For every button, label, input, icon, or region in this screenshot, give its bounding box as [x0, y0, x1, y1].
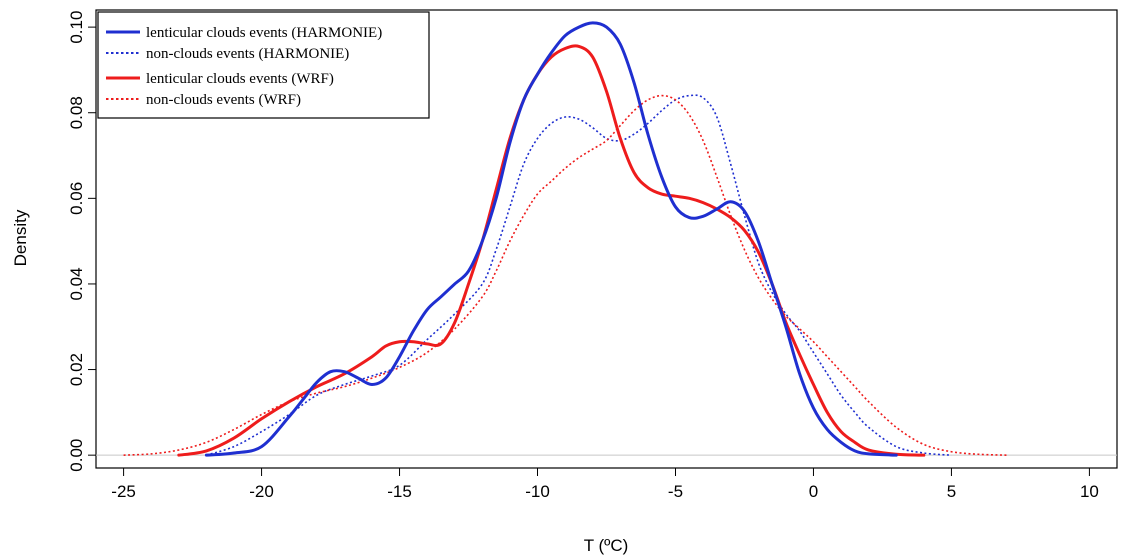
y-tick-label: 0.04 — [67, 267, 86, 300]
x-tick-label: 10 — [1080, 482, 1099, 501]
y-axis: 0.00 0.02 0.04 0.06 0.08 0.10 — [67, 11, 96, 472]
x-tick-label: 0 — [809, 482, 818, 501]
x-axis-title: T (ºC) — [584, 536, 629, 555]
series-layer — [123, 21, 1007, 457]
y-tick-label: 0.00 — [67, 439, 86, 472]
x-tick-label: 5 — [947, 482, 956, 501]
series-line-lenticular-wrf — [177, 44, 926, 457]
legend-label: non-clouds events (HARMONIE) — [146, 46, 349, 62]
legend-label: non-clouds events (WRF) — [146, 92, 301, 108]
series-line-nonclouds-wrf — [123, 94, 1007, 456]
x-axis: -25 -20 -15 -10 -5 0 5 10 — [111, 468, 1099, 501]
series-line-nonclouds-harmonie — [206, 94, 952, 456]
series-line-lenticular-harmonie — [204, 21, 898, 457]
y-tick-label: 0.02 — [67, 353, 86, 386]
legend-label: lenticular clouds events (HARMONIE) — [146, 25, 382, 41]
y-tick-label: 0.08 — [67, 96, 86, 129]
x-tick-label: -15 — [387, 482, 412, 501]
y-tick-label: 0.10 — [67, 11, 86, 44]
x-tick-label: -5 — [668, 482, 683, 501]
y-axis-title: Density — [11, 209, 30, 266]
x-tick-label: -10 — [525, 482, 550, 501]
legend: lenticular clouds events (HARMONIE) non-c… — [97, 11, 430, 119]
y-tick-label: 0.06 — [67, 182, 86, 215]
legend-label: lenticular clouds events (WRF) — [146, 71, 334, 87]
legend-box — [97, 11, 430, 119]
x-tick-label: -25 — [111, 482, 136, 501]
x-tick-label: -20 — [249, 482, 274, 501]
plot-frame — [95, 9, 1118, 469]
